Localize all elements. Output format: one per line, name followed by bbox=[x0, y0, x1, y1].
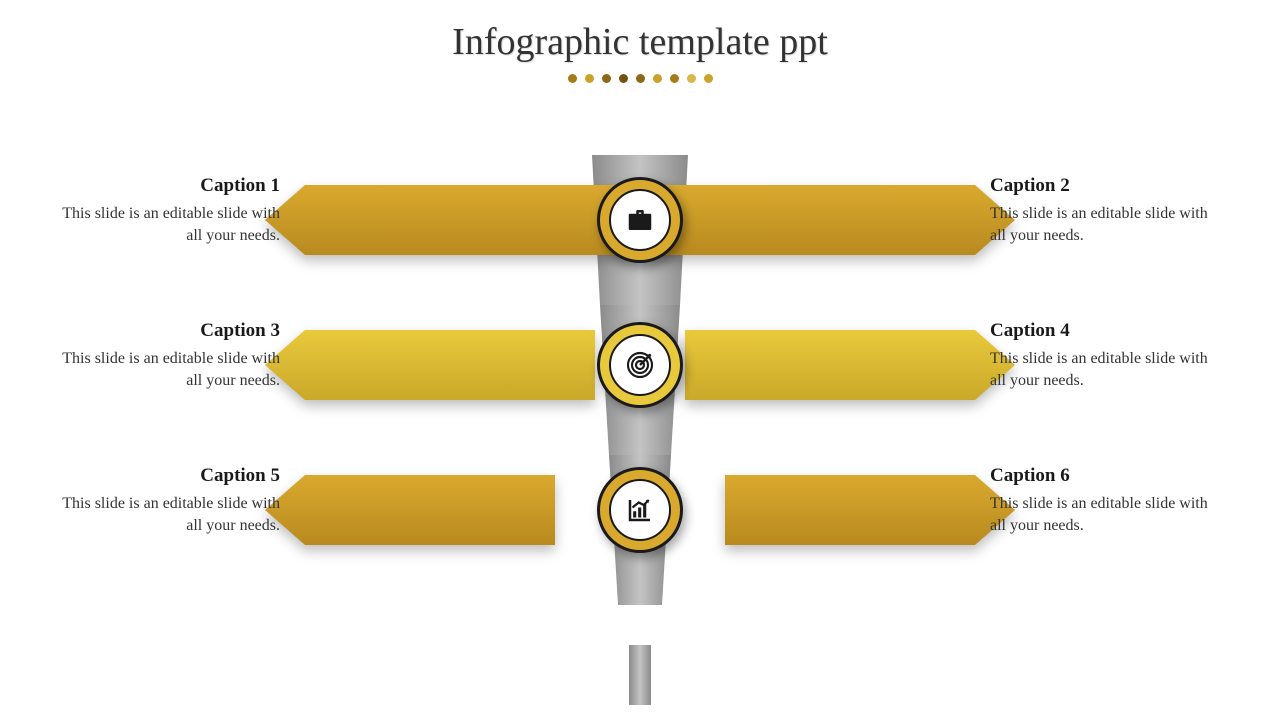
caption-body: This slide is an editable slide with all… bbox=[990, 493, 1220, 536]
decorative-dots bbox=[0, 74, 1280, 83]
caption-body: This slide is an editable slide with all… bbox=[50, 203, 280, 246]
briefcase-icon bbox=[609, 189, 671, 251]
icon-ring bbox=[597, 467, 683, 553]
caption-left: Caption 5 This slide is an editable slid… bbox=[50, 465, 280, 536]
caption-body: This slide is an editable slide with all… bbox=[50, 493, 280, 536]
caption-title: Caption 3 bbox=[50, 320, 280, 342]
target-icon bbox=[609, 334, 671, 396]
caption-title: Caption 2 bbox=[990, 175, 1220, 197]
page-title: Infographic template ppt bbox=[0, 0, 1280, 64]
signpost-row: Caption 1 This slide is an editable slid… bbox=[0, 155, 1280, 285]
icon-ring bbox=[597, 177, 683, 263]
caption-title: Caption 4 bbox=[990, 320, 1220, 342]
decorative-dot bbox=[704, 74, 713, 83]
signpost-pole-base bbox=[629, 645, 651, 705]
decorative-dot bbox=[568, 74, 577, 83]
caption-left: Caption 1 This slide is an editable slid… bbox=[50, 175, 280, 246]
arrow-right bbox=[725, 475, 1015, 545]
signpost-row: Caption 3 This slide is an editable slid… bbox=[0, 300, 1280, 430]
caption-right: Caption 2 This slide is an editable slid… bbox=[990, 175, 1220, 246]
infographic-stage: Caption 1 This slide is an editable slid… bbox=[0, 155, 1280, 720]
decorative-dot bbox=[585, 74, 594, 83]
signpost-row: Caption 5 This slide is an editable slid… bbox=[0, 445, 1280, 575]
caption-title: Caption 5 bbox=[50, 465, 280, 487]
arrow-right bbox=[685, 330, 1015, 400]
icon-ring bbox=[597, 322, 683, 408]
decorative-dot bbox=[636, 74, 645, 83]
arrow-left bbox=[265, 475, 555, 545]
caption-left: Caption 3 This slide is an editable slid… bbox=[50, 320, 280, 391]
decorative-dot bbox=[687, 74, 696, 83]
caption-body: This slide is an editable slide with all… bbox=[50, 348, 280, 391]
decorative-dot bbox=[653, 74, 662, 83]
decorative-dot bbox=[602, 74, 611, 83]
caption-right: Caption 6 This slide is an editable slid… bbox=[990, 465, 1220, 536]
caption-title: Caption 1 bbox=[50, 175, 280, 197]
caption-title: Caption 6 bbox=[990, 465, 1220, 487]
decorative-dot bbox=[619, 74, 628, 83]
caption-body: This slide is an editable slide with all… bbox=[990, 348, 1220, 391]
caption-right: Caption 4 This slide is an editable slid… bbox=[990, 320, 1220, 391]
chart-icon bbox=[609, 479, 671, 541]
decorative-dot bbox=[670, 74, 679, 83]
caption-body: This slide is an editable slide with all… bbox=[990, 203, 1220, 246]
arrow-right bbox=[645, 185, 1015, 255]
arrow-left bbox=[265, 330, 595, 400]
arrow-left bbox=[265, 185, 635, 255]
